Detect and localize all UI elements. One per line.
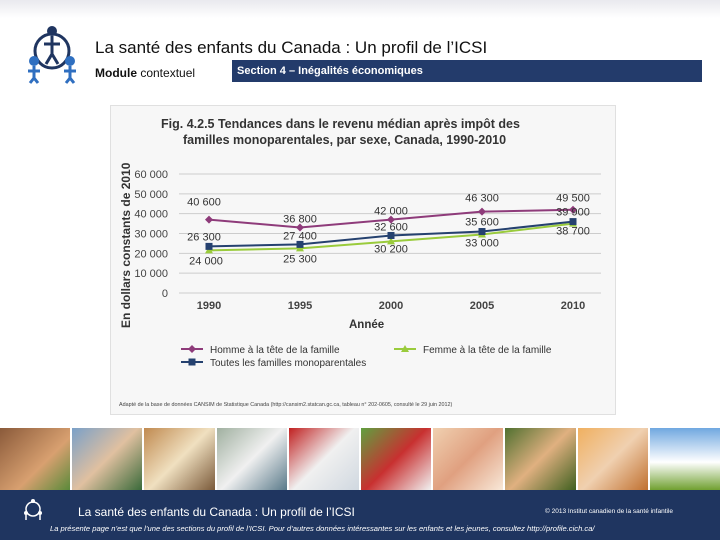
- y-tick-label: 40 000: [134, 209, 168, 221]
- x-axis-label: Année: [349, 319, 384, 331]
- legend-marker: [188, 358, 196, 366]
- footer-note: La présente page n’est que l’une des sec…: [50, 524, 595, 533]
- data-label: 46 300: [465, 193, 499, 205]
- photo-8: [505, 428, 576, 490]
- top-bar: [0, 0, 720, 18]
- income-chart: Fig. 4.2.5 Tendances dans le revenu médi…: [119, 117, 601, 408]
- chart-title-line1: Fig. 4.2.5 Tendances dans le revenu médi…: [161, 117, 520, 131]
- data-label: 30 200: [374, 243, 408, 255]
- legend-label: Femme à la tête de la famille: [423, 345, 552, 356]
- module-label: Module contextuel: [95, 66, 195, 80]
- data-label: 36 800: [283, 214, 317, 226]
- module-label-rest: contextuel: [137, 66, 196, 80]
- photo-2: [72, 428, 143, 490]
- y-tick-label: 20 000: [134, 248, 168, 260]
- series-point: [296, 240, 304, 248]
- photo-6: [361, 428, 432, 490]
- data-label: 27 400: [283, 230, 317, 242]
- series-point: [387, 215, 395, 224]
- x-tick-label: 1990: [197, 300, 221, 312]
- x-tick-labels: 1990 1995 2000 2005 2010: [197, 300, 585, 312]
- photo-9: [577, 428, 648, 490]
- section-bar: Section 4 – Inégalités économiques: [232, 60, 702, 82]
- photo-3: [144, 428, 215, 490]
- data-label: 38 700: [556, 226, 590, 238]
- photo-strip: [0, 428, 720, 490]
- chart-title-line2: familles monoparentales, par sexe, Canad…: [183, 133, 506, 147]
- module-label-bold: Module: [95, 66, 137, 80]
- x-tick-label: 2000: [379, 300, 403, 312]
- chart-frame: Fig. 4.2.5 Tendances dans le revenu médi…: [110, 105, 616, 415]
- footer-bar: [0, 490, 720, 540]
- photo-1: [0, 428, 71, 490]
- series-point: [478, 207, 486, 216]
- series-point: [387, 237, 395, 245]
- photo-4: [216, 428, 287, 490]
- data-label: 49 500: [556, 193, 590, 205]
- data-label: 39 900: [556, 207, 590, 219]
- x-tick-label: 2005: [470, 300, 494, 312]
- y-tick-label: 50 000: [134, 189, 168, 201]
- data-label: 35 600: [465, 217, 499, 229]
- legend-label: Toutes les familles monoparentales: [210, 358, 366, 369]
- photo-5: [288, 428, 360, 490]
- chart-series: 40 600 36 800 42 000 46 300 49 500 26 300 27 4…: [187, 193, 590, 268]
- y-tick-label: 0: [162, 288, 168, 300]
- chart-source: Adapté de la base de données CANSIM de S…: [119, 402, 453, 408]
- series-point: [387, 231, 395, 239]
- footer-title: La santé des enfants du Canada : Un prof…: [78, 505, 355, 519]
- data-label: 25 300: [283, 253, 317, 265]
- series-point: [569, 218, 577, 226]
- page-title: La santé des enfants du Canada : Un prof…: [95, 38, 488, 57]
- y-axis-label: En dollars constants de 2010: [119, 162, 133, 328]
- series-point: [296, 223, 304, 232]
- series-point: [569, 205, 577, 214]
- data-label: 26 300: [187, 231, 221, 243]
- photo-10: [649, 428, 720, 490]
- data-label: 33 000: [465, 237, 499, 249]
- series-point: [205, 242, 213, 250]
- series-point: [205, 215, 213, 224]
- legend-marker: [401, 345, 409, 352]
- x-tick-label: 1995: [288, 300, 312, 312]
- data-label: 40 600: [187, 197, 221, 209]
- x-tick-label: 2010: [561, 300, 585, 312]
- cich-logo-icon: [28, 26, 76, 84]
- y-tick-label: 30 000: [134, 229, 168, 241]
- y-tick-labels: 0 10 000 20 000 30 000 40 000 50 000 60 000: [134, 169, 168, 300]
- footer-logo-icon: [24, 499, 42, 520]
- y-tick-label: 10 000: [134, 268, 168, 280]
- chart-grid: [179, 173, 601, 294]
- legend-marker: [188, 345, 196, 353]
- chart-legend: Homme à la tête de la famille Femme à la …: [181, 345, 552, 369]
- photo-7: [433, 428, 504, 490]
- series-point: [478, 228, 486, 236]
- y-tick-label: 60 000: [134, 169, 168, 181]
- data-label: 32 600: [374, 221, 408, 233]
- footer-copyright: © 2013 Institut canadien de la santé inf…: [545, 508, 674, 515]
- data-label: 24 000: [189, 255, 223, 267]
- legend-label: Homme à la tête de la famille: [210, 345, 340, 356]
- data-label: 42 000: [374, 206, 408, 218]
